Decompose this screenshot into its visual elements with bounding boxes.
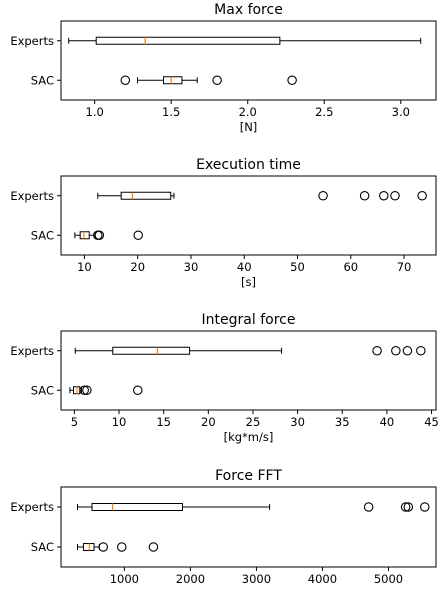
x-tick-label: 2.0 — [239, 105, 257, 119]
box-experts — [74, 345, 426, 356]
x-tick-label: 45 — [424, 415, 439, 429]
x-tick-label: 1.5 — [162, 105, 180, 119]
outlier-point — [400, 502, 411, 512]
x-tick-label: 50 — [290, 260, 305, 274]
box-sac — [120, 75, 297, 86]
box-sac — [77, 542, 159, 552]
outlier-point — [402, 345, 413, 356]
outlier-point — [372, 345, 382, 356]
box-iqr — [82, 543, 95, 551]
chart-title: Execution time — [196, 157, 301, 173]
outlier-point — [148, 542, 159, 552]
box-experts — [68, 36, 422, 45]
x-tick-label: 1.0 — [86, 105, 104, 119]
subplot: Max force 1.0 1.5 2.0 2.5 3.0 [N] Experts SAC — [10, 2, 437, 134]
x-tick-label: 30 — [290, 415, 305, 429]
x-tick-label: 40 — [380, 415, 395, 429]
x-tick-label: 30 — [184, 260, 199, 274]
x-tick-label: 3000 — [242, 572, 271, 586]
box-iqr — [163, 76, 183, 85]
outlier-point — [98, 542, 109, 552]
category-label: Experts — [10, 189, 54, 203]
outlier-point — [94, 230, 105, 241]
x-tick-label: 70 — [397, 260, 412, 274]
category-label: SAC — [31, 73, 54, 87]
outlier-point — [133, 385, 143, 395]
x-tick-label: 5 — [71, 415, 78, 429]
x-tick-label: 2000 — [176, 572, 205, 586]
chart-title: Integral force — [202, 312, 296, 328]
subplot: Integral force 5 10 15 20 25 30 35 40 45 [kg*m/s] E… — [10, 312, 439, 444]
x-axis-label: [kg*m/s] — [224, 430, 274, 444]
x-tick-label: 4000 — [308, 572, 337, 586]
outlier-point — [379, 191, 389, 201]
axes-frame — [60, 330, 437, 411]
x-tick-label: 3.0 — [392, 105, 410, 119]
box-experts — [97, 191, 427, 201]
outlier-point — [391, 345, 401, 356]
category-label: Experts — [10, 34, 54, 48]
outlier-point — [416, 345, 426, 356]
outlier-point — [212, 75, 222, 86]
outlier-point — [79, 385, 89, 395]
x-tick-label: 2.5 — [315, 105, 333, 119]
box-iqr — [79, 231, 90, 240]
box-experts — [77, 502, 430, 512]
x-tick-label: 1000 — [110, 572, 139, 586]
category-label: SAC — [31, 383, 54, 397]
outlier-point — [363, 502, 374, 512]
x-axis-label: [s] — [241, 275, 256, 289]
category-label: SAC — [31, 228, 54, 242]
outlier-point — [120, 75, 131, 86]
outlier-point — [417, 191, 427, 201]
x-axis-label: [N] — [240, 120, 258, 134]
outlier-point — [390, 191, 400, 201]
chart-title: Max force — [214, 2, 283, 18]
outlier-point — [359, 191, 370, 201]
box-iqr — [91, 503, 183, 511]
chart-title: Force FFT — [215, 468, 282, 484]
x-tick-label: 25 — [246, 415, 261, 429]
axes-frame — [60, 175, 437, 256]
outlier-point — [420, 502, 430, 512]
x-tick-label: 15 — [156, 415, 171, 429]
box-iqr — [95, 36, 281, 45]
subplot: Force FFT 1000 2000 3000 4000 5000 Experts SAC — [10, 468, 437, 586]
subplot: Execution time 10 20 30 40 50 60 70 [s] Experts SA… — [10, 157, 437, 289]
outlier-point — [403, 502, 414, 512]
axes-frame — [60, 20, 437, 101]
x-tick-label: 60 — [343, 260, 358, 274]
outlier-point — [287, 75, 297, 86]
x-tick-label: 40 — [237, 260, 252, 274]
box-sac — [69, 385, 143, 395]
outlier-point — [116, 542, 127, 552]
axes-frame — [60, 486, 437, 568]
box-iqr — [120, 191, 172, 200]
box-iqr — [112, 346, 191, 355]
box-sac — [74, 230, 143, 241]
x-tick-label: 5000 — [374, 572, 403, 586]
x-tick-label: 10 — [77, 260, 92, 274]
x-tick-label: 35 — [335, 415, 350, 429]
x-tick-label: 20 — [201, 415, 216, 429]
x-tick-label: 10 — [112, 415, 127, 429]
category-label: SAC — [31, 540, 54, 554]
x-tick-label: 20 — [130, 260, 145, 274]
category-label: Experts — [10, 500, 54, 514]
category-label: Experts — [10, 344, 54, 358]
outlier-point — [133, 230, 143, 241]
outlier-point — [318, 191, 328, 201]
outlier-point — [82, 385, 92, 395]
